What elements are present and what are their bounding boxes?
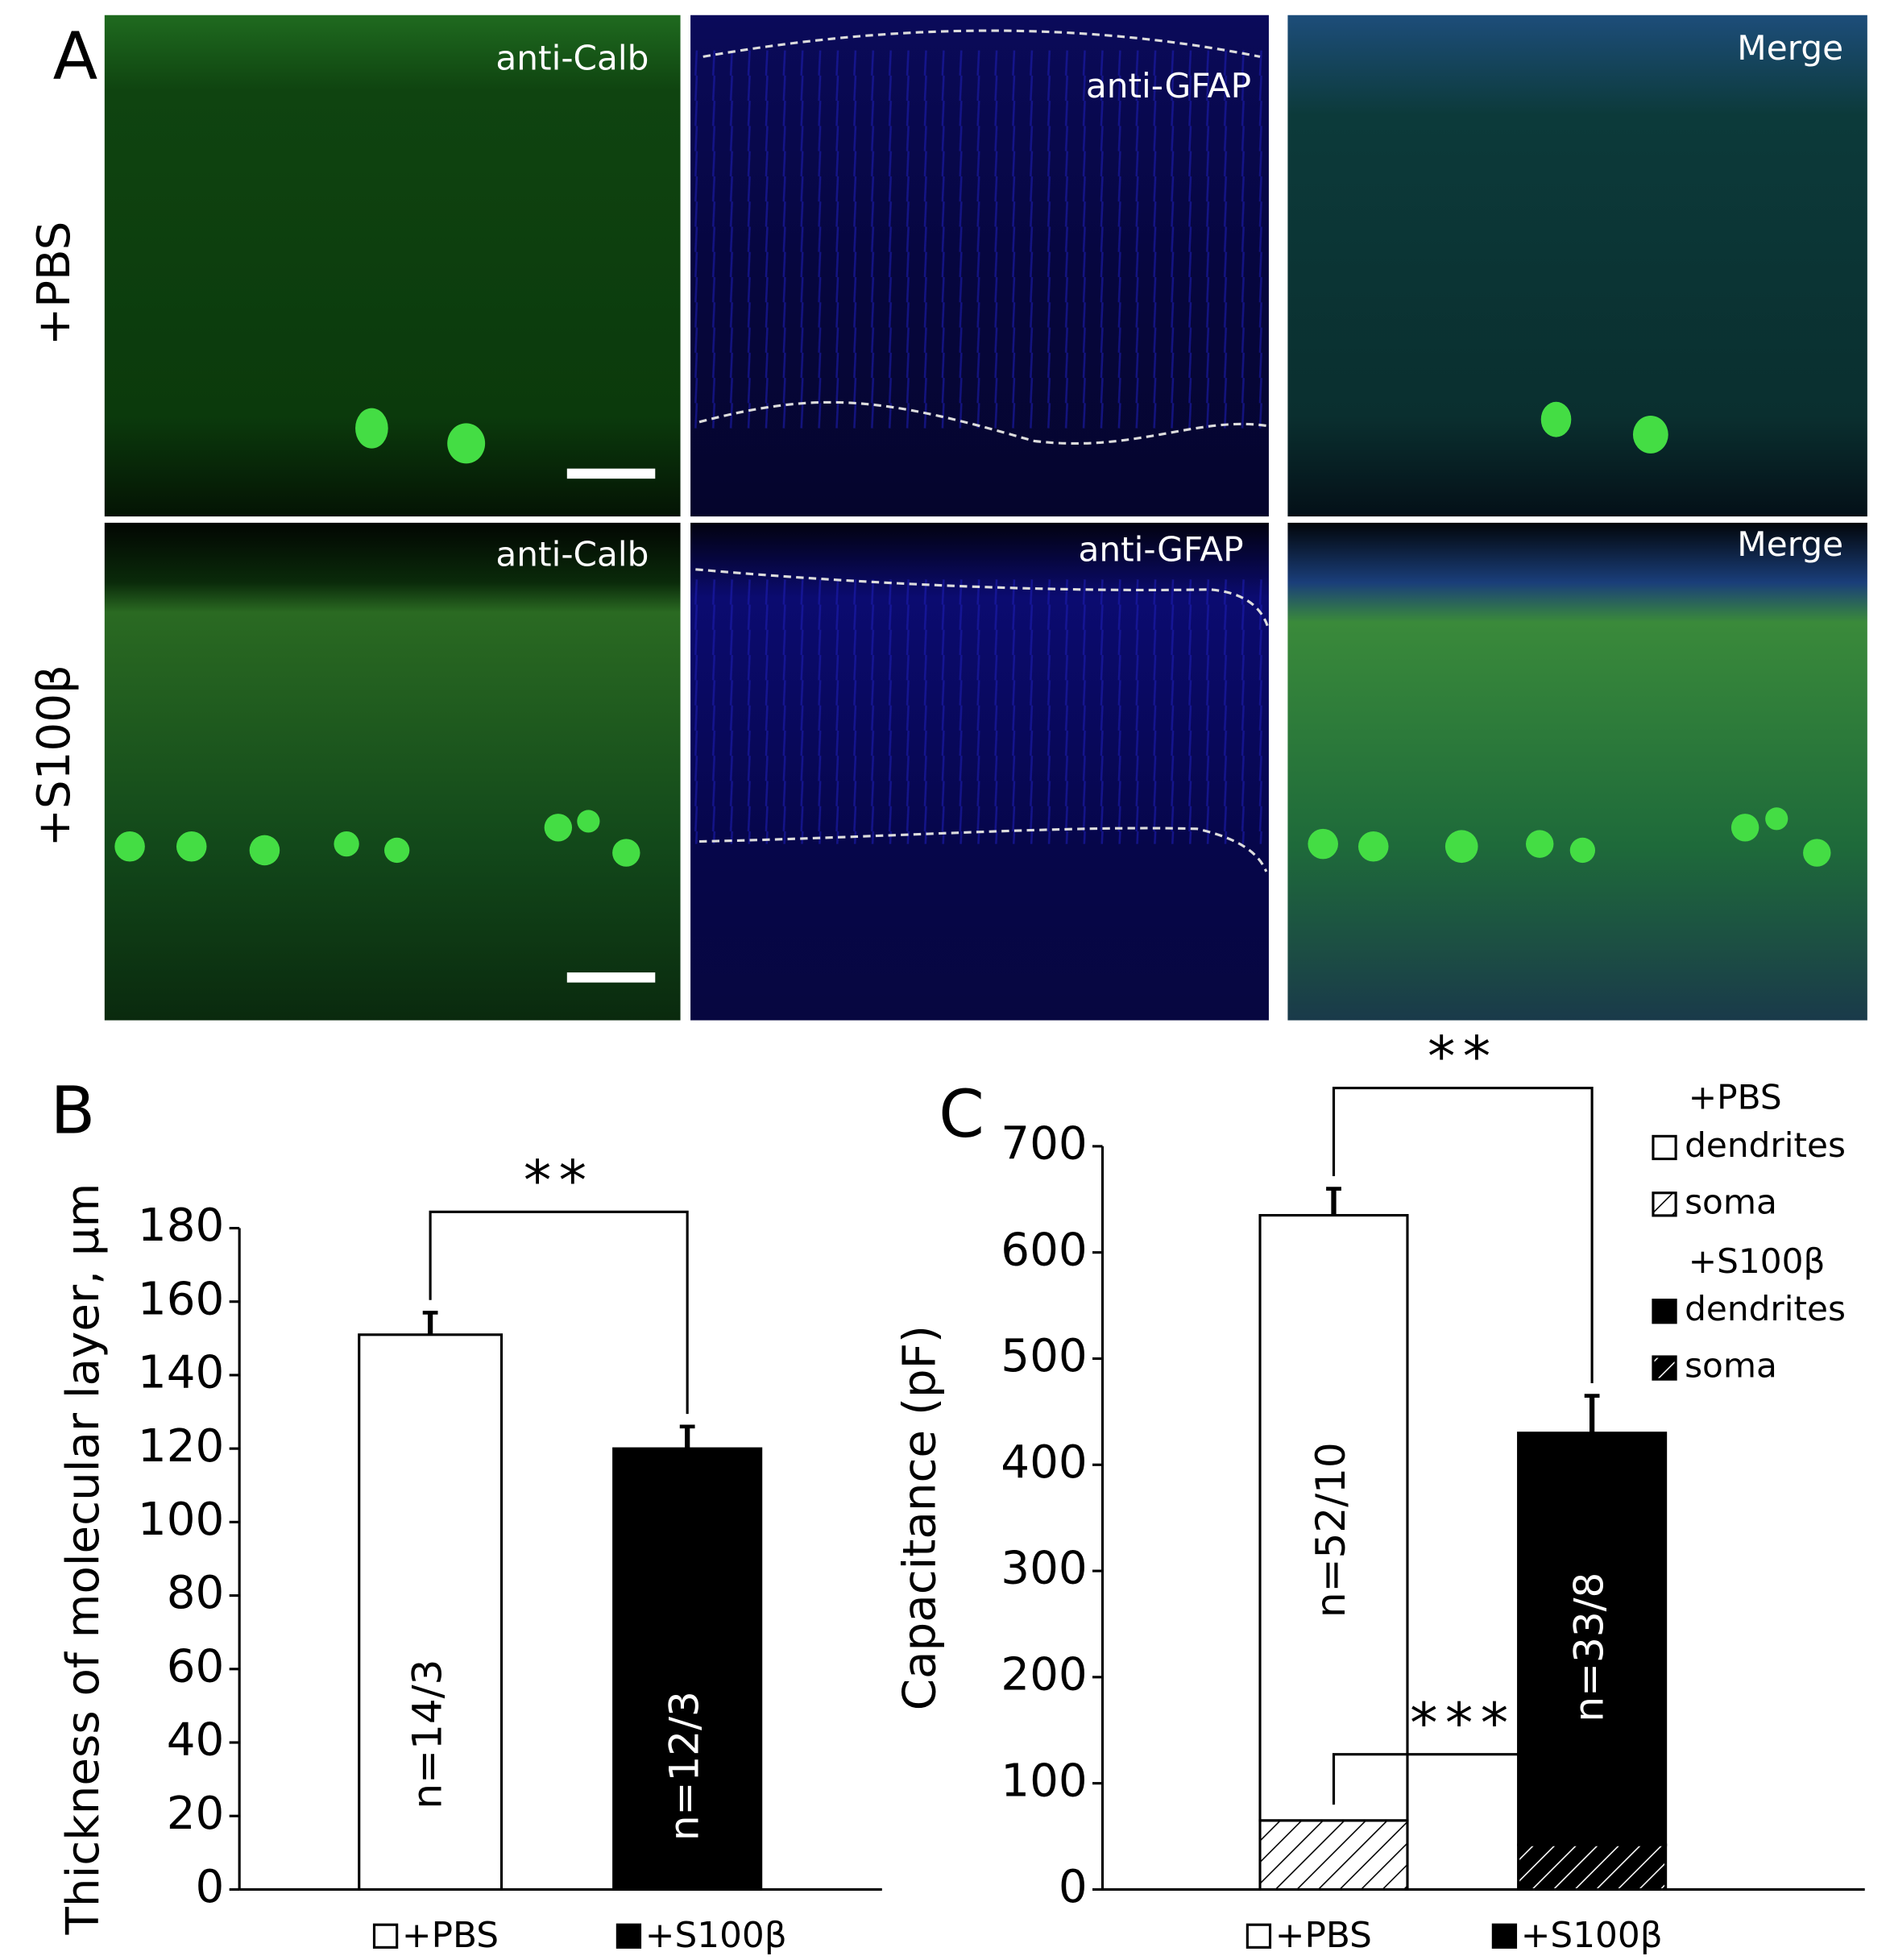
legend-swatch bbox=[1491, 1923, 1518, 1949]
y-tick-label: 100 bbox=[1001, 1755, 1087, 1807]
image bbox=[1287, 522, 1867, 1021]
image bbox=[104, 15, 681, 517]
legend-swatch bbox=[615, 1923, 642, 1949]
y-tick-label: 0 bbox=[196, 1861, 225, 1913]
image-texture bbox=[690, 50, 1269, 429]
n-label: n=33/8 bbox=[1566, 1573, 1613, 1722]
significance-label: *** bbox=[1410, 1691, 1515, 1755]
legend-label: soma bbox=[1685, 1346, 1777, 1386]
panel-label: C bbox=[939, 1077, 984, 1153]
image-label: anti-Calb bbox=[495, 39, 649, 78]
y-tick-label: 180 bbox=[138, 1200, 224, 1252]
y-tick-label: 40 bbox=[167, 1714, 225, 1767]
y-axis-label: Thickness of molecular layer, µm bbox=[57, 1183, 110, 1935]
layer-outline bbox=[695, 29, 1269, 872]
legend-label: dendrites bbox=[1685, 1289, 1846, 1328]
legend-swatch bbox=[1652, 1299, 1677, 1324]
significance-label: ** bbox=[524, 1149, 595, 1213]
legend-label: soma bbox=[1685, 1182, 1777, 1221]
scale-bar bbox=[566, 468, 656, 479]
y-tick-label: 200 bbox=[1001, 1648, 1087, 1701]
legend-swatch bbox=[1652, 1134, 1677, 1161]
image-label: Merge bbox=[1737, 524, 1843, 564]
y-tick-label: 60 bbox=[167, 1640, 225, 1693]
y-tick-label: 0 bbox=[1059, 1861, 1088, 1913]
row-label: +PBS bbox=[28, 222, 81, 346]
image bbox=[104, 522, 681, 1021]
significance-bracket bbox=[429, 1210, 689, 1415]
row-label: +S100β bbox=[28, 665, 81, 847]
n-label: n=14/3 bbox=[404, 1660, 451, 1809]
panel-label: B bbox=[51, 1073, 96, 1149]
legend-label: +PBS bbox=[1275, 1915, 1372, 1956]
y-tick-label: 80 bbox=[167, 1567, 225, 1619]
bar-segment bbox=[1258, 1819, 1409, 1892]
bar-segment bbox=[1258, 1213, 1409, 1822]
bar bbox=[612, 1447, 763, 1892]
image-label: anti-Calb bbox=[495, 535, 649, 574]
chart: B Thickness of molecular layer, µm 0 20 40 60… bbox=[51, 1073, 882, 1956]
legend-swatch bbox=[1652, 1191, 1677, 1217]
n-label: n=12/3 bbox=[661, 1691, 708, 1841]
legend-label: +PBS bbox=[402, 1915, 499, 1956]
legend-swatch bbox=[372, 1923, 399, 1949]
legend-swatch bbox=[1245, 1923, 1272, 1949]
significance-bracket bbox=[1332, 1753, 1594, 1829]
cells bbox=[114, 401, 1831, 867]
y-tick-label: 500 bbox=[1001, 1330, 1087, 1382]
y-tick-label: 160 bbox=[138, 1273, 224, 1325]
chart: C Capacitance (pF) 0 100 200 300 400 500 600 700 n… bbox=[893, 1025, 1865, 1956]
y-tick-label: 400 bbox=[1001, 1436, 1087, 1489]
legend-label: +S100β bbox=[645, 1915, 787, 1956]
bar bbox=[358, 1333, 504, 1892]
panel-a: A +PBS +S100β anti-Calb anti-GFAP Merge … bbox=[28, 15, 1867, 1021]
y-tick-label: 20 bbox=[167, 1788, 225, 1840]
image-label: anti-GFAP bbox=[1078, 529, 1243, 569]
n-label: n=52/10 bbox=[1308, 1442, 1354, 1618]
y-tick-label: 100 bbox=[138, 1494, 224, 1546]
legend-group: +S100β bbox=[1689, 1241, 1826, 1281]
y-tick-label: 300 bbox=[1001, 1543, 1087, 1595]
y-axis-label: Capacitance (pF) bbox=[893, 1325, 946, 1710]
legend-swatch bbox=[1652, 1355, 1677, 1381]
image-label: anti-GFAP bbox=[1086, 66, 1251, 106]
significance-label: ** bbox=[1428, 1025, 1498, 1089]
image-label: Merge bbox=[1737, 28, 1843, 68]
legend-label: +S100β bbox=[1521, 1915, 1663, 1956]
image bbox=[1287, 15, 1867, 517]
legend-group: +PBS bbox=[1689, 1078, 1782, 1117]
y-tick-label: 700 bbox=[1001, 1118, 1087, 1171]
scale-bar bbox=[566, 972, 656, 983]
y-tick-label: 140 bbox=[138, 1347, 224, 1399]
panel-label: A bbox=[53, 19, 98, 95]
y-tick-label: 600 bbox=[1001, 1224, 1087, 1276]
bar-segment bbox=[1517, 1843, 1668, 1892]
significance-bracket bbox=[1332, 1086, 1594, 1383]
y-tick-label: 120 bbox=[138, 1420, 224, 1473]
legend-label: dendrites bbox=[1685, 1125, 1846, 1165]
image-texture bbox=[690, 579, 1269, 844]
